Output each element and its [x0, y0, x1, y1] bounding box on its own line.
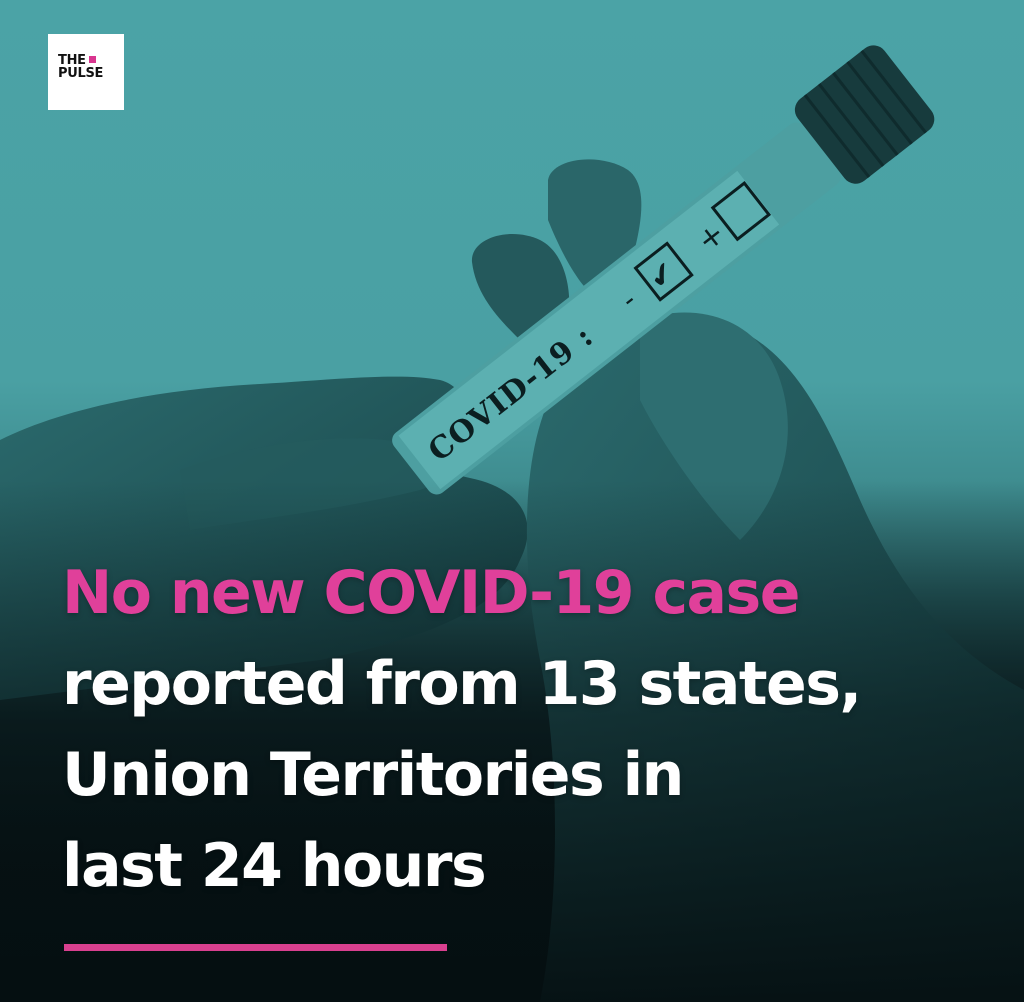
headline-line-1: No new COVID-19 case: [62, 558, 800, 628]
test-tube-label: [398, 170, 780, 490]
brand-logo: THE PULSE: [48, 34, 124, 110]
accent-divider: [64, 944, 447, 951]
bottom-shade: [0, 480, 1024, 1002]
headline-line-2: reported from 13 states,: [62, 649, 862, 719]
headline: No new COVID-19 case reported from 13 st…: [62, 548, 1002, 912]
headline-line-4: last 24 hours: [62, 831, 487, 901]
right-glove-middle-finger: [471, 234, 570, 340]
brand-line-2: PULSE: [58, 66, 104, 81]
brand-dot-icon: [88, 56, 96, 63]
tube-negative-checkbox: [633, 241, 694, 302]
tube-positive-checkbox: [710, 181, 772, 242]
brand-line-1: THE: [58, 54, 124, 67]
cap-ridges: [803, 49, 927, 178]
headline-line-3: Union Territories in: [62, 740, 684, 810]
